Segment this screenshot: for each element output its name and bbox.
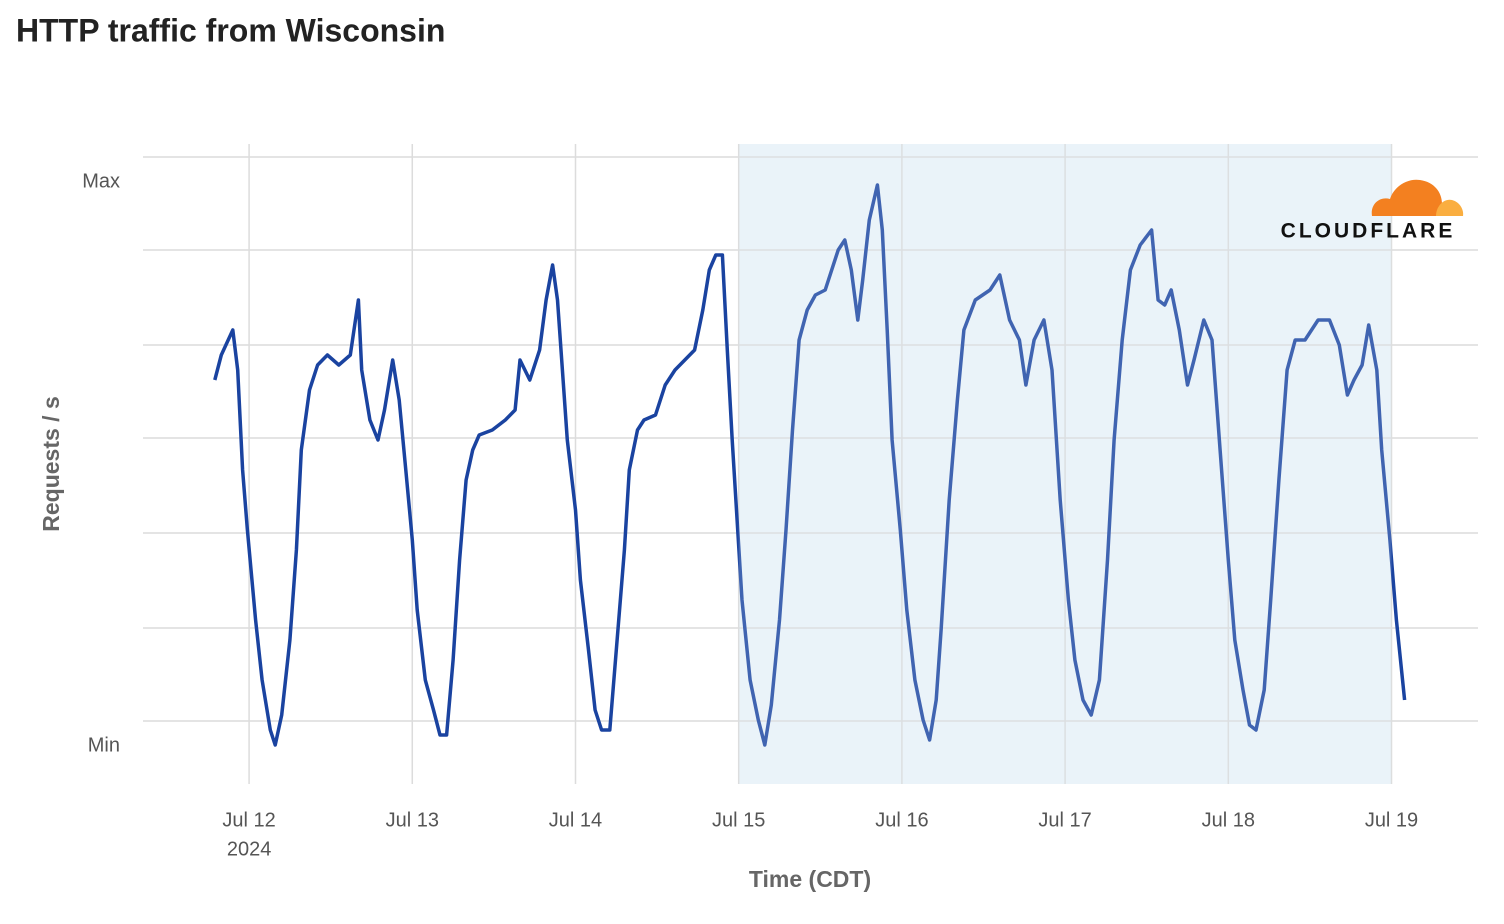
x-tick-label: Jul 19	[1365, 809, 1418, 831]
y-tick-label: Min	[88, 734, 120, 756]
logo-cloud-small	[1436, 199, 1464, 216]
y-tick-label: Max	[82, 170, 120, 192]
chart-title: HTTP traffic from Wisconsin	[16, 12, 445, 48]
logo: CLOUDFLARE	[1281, 179, 1464, 243]
x-tick-year: 2024	[227, 838, 272, 860]
line-series	[213, 183, 1407, 747]
x-tick-label: Jul 13	[386, 809, 439, 831]
x-tick-label: Jul 12	[222, 809, 275, 831]
highlight-region-overlay	[738, 144, 1392, 784]
y-axis-label: Requests / s	[38, 396, 64, 532]
logo-cloud	[1371, 179, 1444, 216]
plot-area: Min Max Jul 12 2024 Jul 13 Jul 14 Jul 15 Jul 16…	[82, 144, 1478, 860]
x-tick-label: Jul 16	[875, 809, 928, 831]
x-tick-label: Jul 14	[549, 809, 602, 831]
x-tick-label: Jul 15	[712, 809, 765, 831]
x-tick-label: Jul 17	[1038, 809, 1091, 831]
logo-text: CLOUDFLARE	[1281, 220, 1456, 243]
x-tick-label: Jul 18	[1202, 809, 1255, 831]
x-axis-label: Time (CDT)	[749, 866, 871, 892]
